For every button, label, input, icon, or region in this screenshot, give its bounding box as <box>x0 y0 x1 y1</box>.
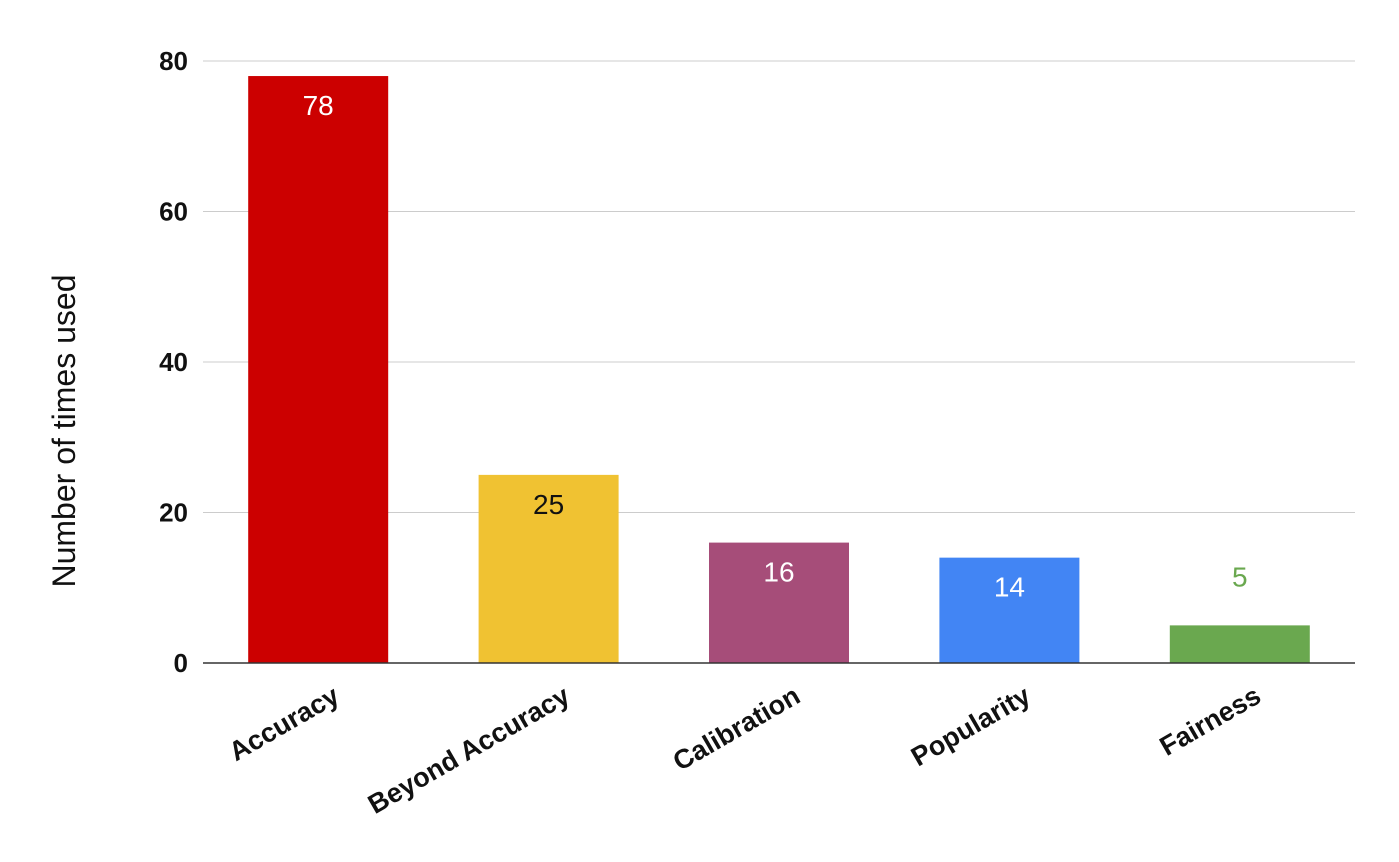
bar-calibration <box>709 542 849 663</box>
x-tick-label: Beyond Accuracy <box>363 680 575 820</box>
y-tick-label: 20 <box>159 498 188 528</box>
y-tick-label: 60 <box>159 197 188 227</box>
y-tick-label: 40 <box>159 347 188 377</box>
data-label: 14 <box>994 572 1025 603</box>
bar-fairness <box>1169 625 1310 663</box>
data-label: 5 <box>1232 561 1248 592</box>
bar-popularity <box>939 557 1080 663</box>
x-tick-label: Calibration <box>668 680 805 776</box>
y-axis-title: Number of times used <box>46 274 82 587</box>
y-tick-label: 0 <box>174 648 188 678</box>
bar-beyond-accuracy <box>478 474 619 663</box>
x-tick-label: Fairness <box>1155 680 1266 762</box>
y-tick-label: 80 <box>159 46 188 76</box>
bar-accuracy <box>248 76 389 664</box>
x-tick-label: Popularity <box>906 680 1035 772</box>
bars <box>248 76 1310 664</box>
data-label: 25 <box>533 489 564 520</box>
gridlines <box>203 60 1355 513</box>
x-tick-label: Accuracy <box>224 680 344 767</box>
data-label: 16 <box>763 557 794 588</box>
data-label: 78 <box>303 90 334 121</box>
